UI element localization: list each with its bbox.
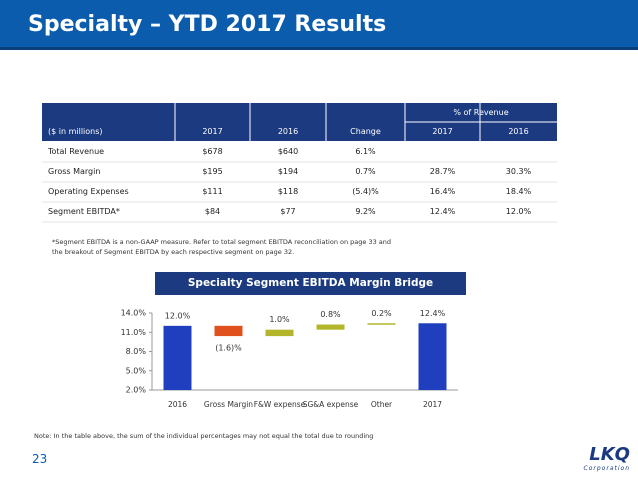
footnote: *Segment EBITDA is a non-GAAP measure. R… xyxy=(52,238,392,256)
data-label: 12.4% xyxy=(420,309,446,318)
column-header: Change xyxy=(350,127,381,136)
table-cell: 6.1% xyxy=(355,147,376,156)
x-tick-label: F&W expense xyxy=(253,400,306,409)
x-tick-label: Gross Margin xyxy=(203,400,254,409)
x-tick-label: 2016 xyxy=(167,400,188,409)
table-cell: $111 xyxy=(202,187,223,196)
data-label: 0.8% xyxy=(320,310,341,319)
bar xyxy=(316,324,345,330)
column-header: 2017 xyxy=(432,127,453,136)
table-cell: 30.3% xyxy=(505,167,532,176)
logo-sub: Corporation xyxy=(583,465,630,472)
data-label: (1.6)% xyxy=(215,344,242,353)
x-tick-label: 2017 xyxy=(422,400,443,409)
table-cell: 9.2% xyxy=(355,207,376,216)
table-cell: Total Revenue xyxy=(48,147,105,156)
table-cell: Gross Margin xyxy=(48,167,101,176)
data-label: 1.0% xyxy=(269,315,290,324)
chart-title: Specialty Segment EBITDA Margin Bridge xyxy=(155,272,466,295)
table-cell: $84 xyxy=(204,207,221,216)
data-label: 0.2% xyxy=(371,309,392,318)
bar xyxy=(163,325,192,390)
column-header: ($ in millions) xyxy=(48,127,103,136)
table-cell: $678 xyxy=(202,147,223,156)
table-cell: $77 xyxy=(280,207,296,216)
bar xyxy=(367,323,396,325)
table-cell: 12.0% xyxy=(505,207,532,216)
bar xyxy=(265,329,294,337)
table-cell: (5.4)% xyxy=(352,187,379,196)
bar xyxy=(214,325,243,337)
table-cell: 12.4% xyxy=(429,207,456,216)
table-cell: $194 xyxy=(277,167,299,176)
table-cell: $195 xyxy=(202,167,223,176)
bar xyxy=(418,323,447,390)
x-tick-label: Other xyxy=(370,400,393,409)
note: Note: In the table above, the sum of the… xyxy=(34,432,374,440)
y-tick-label: 2.0% xyxy=(126,386,147,395)
table-cell: $118 xyxy=(277,187,299,196)
data-label: 12.0% xyxy=(165,311,191,320)
table-cell: $640 xyxy=(277,147,299,156)
y-tick-label: 8.0% xyxy=(126,347,147,356)
table-cell: 18.4% xyxy=(505,187,532,196)
table-cell: 0.7% xyxy=(355,167,376,176)
y-tick-label: 11.0% xyxy=(121,328,147,337)
page-number: 23 xyxy=(32,452,48,466)
table-cell: 16.4% xyxy=(429,187,456,196)
column-header: 2017 xyxy=(202,127,223,136)
logo: LKQ xyxy=(589,444,630,465)
y-tick-label: 14.0% xyxy=(121,309,147,318)
column-header: 2016 xyxy=(508,127,529,136)
slide-title: Specialty – YTD 2017 Results xyxy=(0,0,638,50)
group-header: % of Revenue xyxy=(453,108,509,117)
column-header: 2016 xyxy=(277,127,299,136)
y-tick-label: 5.0% xyxy=(126,366,147,375)
table-cell: 28.7% xyxy=(429,167,456,176)
table-cell: Operating Expenses xyxy=(48,187,129,196)
x-tick-label: SG&A expense xyxy=(302,400,359,409)
table-cell: Segment EBITDA* xyxy=(48,207,120,216)
